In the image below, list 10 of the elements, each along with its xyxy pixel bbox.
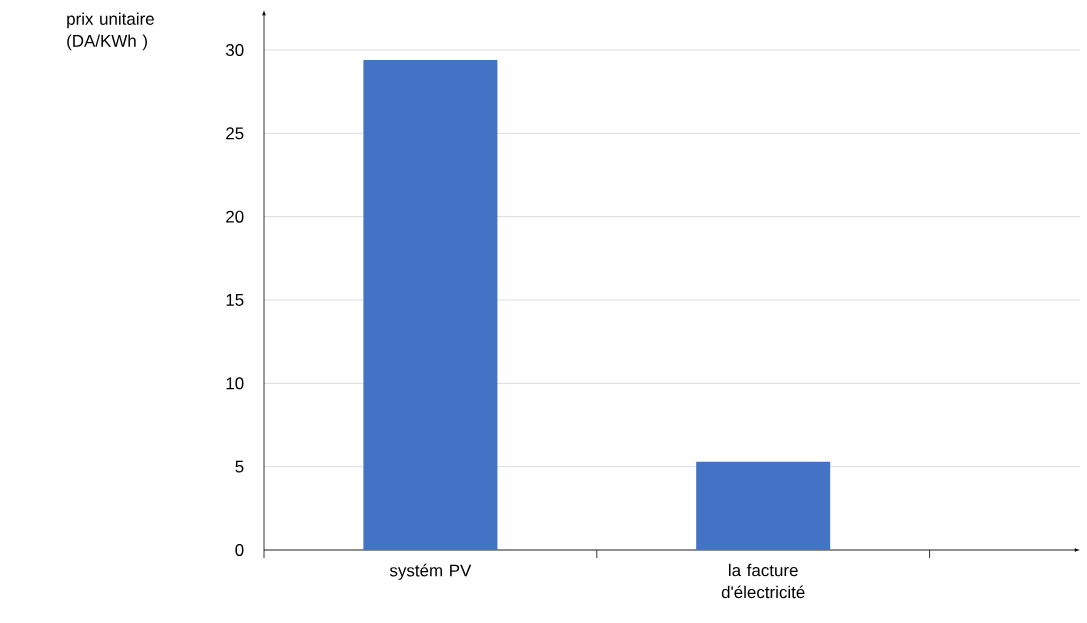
y-tick-label: 30 xyxy=(225,44,244,56)
y-tick-label: 5 xyxy=(235,460,244,473)
y-tick-label: 10 xyxy=(226,377,244,390)
x-tick-label: systém PV xyxy=(389,563,472,580)
y-tick-label: 15 xyxy=(226,294,244,306)
y-tick-label: 20 xyxy=(226,210,244,223)
x-tick-label: la facture d'électricité xyxy=(721,563,805,599)
y-tick-label: 0 xyxy=(235,544,244,556)
y-axis-title: prix unitaire (DA/KWh ) xyxy=(67,12,154,51)
y-tick-label: 25 xyxy=(226,127,244,140)
